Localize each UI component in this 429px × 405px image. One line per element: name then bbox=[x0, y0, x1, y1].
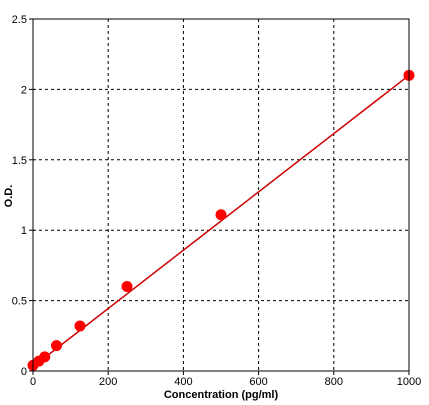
y-tick-label: 2.5 bbox=[12, 14, 27, 26]
y-tick-label: 1 bbox=[21, 225, 27, 237]
fit-line-layer bbox=[32, 74, 410, 368]
y-tick-label: 1.5 bbox=[12, 155, 27, 167]
axis-ticks bbox=[29, 18, 410, 375]
plot-frame bbox=[32, 18, 410, 372]
x-axis-title: Concentration (pg/ml) bbox=[164, 389, 279, 401]
x-tick-label: 400 bbox=[174, 376, 192, 388]
x-tick-label: 1000 bbox=[397, 376, 421, 388]
data-point bbox=[121, 281, 133, 293]
data-point bbox=[74, 320, 86, 332]
data-point bbox=[215, 209, 227, 221]
x-tick-label: 200 bbox=[99, 376, 117, 388]
x-tick-label: 800 bbox=[325, 376, 343, 388]
y-tick-label: 0.5 bbox=[12, 296, 27, 308]
x-tick-label: 0 bbox=[30, 376, 36, 388]
grid-lines bbox=[33, 19, 409, 371]
y-axis-title: O.D. bbox=[3, 185, 15, 208]
data-point bbox=[39, 351, 51, 363]
data-point bbox=[51, 340, 62, 352]
tick-labels: 0 200 400 600 800 1000 0 0.5 1 1.5 2 2.5 bbox=[12, 14, 422, 388]
y-tick-label: 2 bbox=[21, 84, 27, 96]
y-tick-label: 0 bbox=[21, 366, 27, 378]
x-tick-label: 600 bbox=[249, 376, 267, 388]
fit-line bbox=[32, 74, 410, 368]
